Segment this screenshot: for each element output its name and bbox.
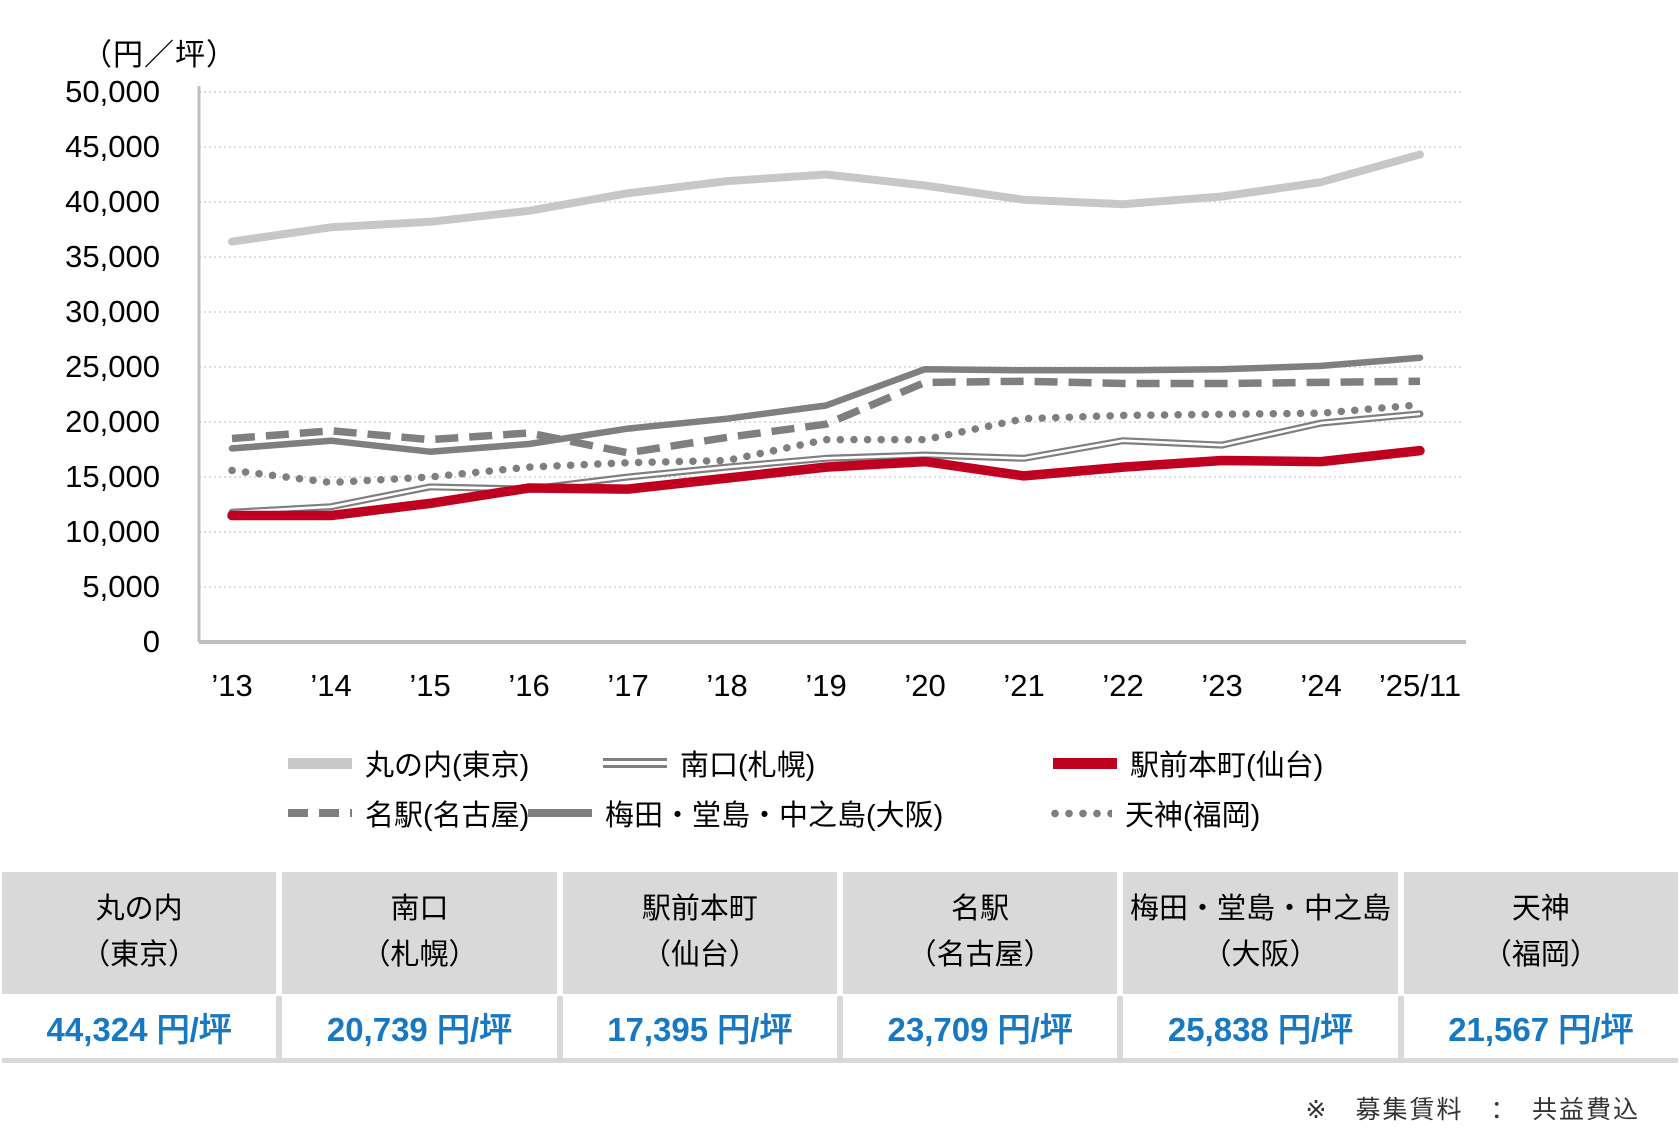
svg-text:’24: ’24 <box>1300 668 1341 703</box>
rent-summary-table: 丸の内 （東京） 南口 （札幌） 駅前本町 （仙台） 名駅 （名古屋） 梅田・堂島・中之島 （大阪… <box>2 872 1678 1063</box>
svg-text:’14: ’14 <box>310 668 351 703</box>
district-name: 南口 <box>390 893 449 926</box>
table-value-cell-5: 21,567 円/坪 <box>1403 996 1678 1058</box>
series-line-3 <box>231 377 1421 457</box>
legend-swatch-solid-thick <box>288 757 352 769</box>
svg-text:’13: ’13 <box>211 668 252 703</box>
district-name: 名駅 <box>951 893 1010 926</box>
district-name: 丸の内 <box>95 893 183 926</box>
rent-value: 23,709 円/坪 <box>887 1011 1073 1048</box>
legend-label: 梅田・堂島・中之島(大阪) <box>605 800 944 832</box>
table-header-cell-3: 名駅 （名古屋） <box>843 872 1118 994</box>
svg-text:5,000: 5,000 <box>82 569 160 604</box>
legend-swatch-solid-red <box>1053 757 1117 769</box>
rent-value: 17,395 円/坪 <box>607 1011 793 1048</box>
svg-text:’18: ’18 <box>706 668 747 703</box>
series-line-2 <box>227 445 1425 521</box>
city-name: （大阪） <box>1202 939 1319 971</box>
city-name: （名古屋） <box>907 939 1053 971</box>
rent-value: 21,567 円/坪 <box>1448 1011 1634 1048</box>
chart-legend: 丸の内(東京) 南口(札幌) 駅前本町(仙台) 名駅(名古屋) 梅田・堂島・中之島(大阪… <box>0 734 1680 846</box>
svg-text:’23: ’23 <box>1201 668 1242 703</box>
svg-text:45,000: 45,000 <box>65 129 160 164</box>
table-value-cell-4: 25,838 円/坪 <box>1123 996 1398 1058</box>
city-name: （札幌） <box>361 939 478 971</box>
svg-text:25,000: 25,000 <box>65 349 160 384</box>
series-line-1 <box>228 410 1424 516</box>
city-name: （仙台） <box>641 939 758 971</box>
y-axis-unit-label: （円／坪） <box>82 39 237 72</box>
legend-swatch-dotted <box>1048 808 1112 818</box>
svg-text:’19: ’19 <box>805 668 846 703</box>
svg-text:’22: ’22 <box>1102 668 1143 703</box>
svg-text:10,000: 10,000 <box>65 514 160 549</box>
table-header-cell-5: 天神 （福岡） <box>1403 872 1678 994</box>
rent-value: 25,838 円/坪 <box>1167 1011 1354 1048</box>
svg-text:35,000: 35,000 <box>65 239 160 274</box>
legend-label: 駅前本町(仙台) <box>1130 750 1324 782</box>
rent-value: 20,739 円/坪 <box>326 1011 513 1048</box>
series-line-5 <box>228 401 1424 487</box>
svg-text:’16: ’16 <box>508 668 549 703</box>
legend-swatch-solid <box>528 809 592 817</box>
svg-text:’21: ’21 <box>1003 668 1044 703</box>
table-value-row: 44,324 円/坪 20,739 円/坪 17,395 円/坪 23,709 円/坪… <box>2 996 1678 1063</box>
legend-label: 名駅(名古屋) <box>365 800 530 832</box>
svg-text:50,000: 50,000 <box>65 74 160 109</box>
y-axis-tick-labels: 0 5,000 10,000 15,000 20,000 25,000 30,000 35,0… <box>65 74 160 659</box>
footnote: ※ 募集賃料 ： 共益費込 <box>1305 1096 1640 1124</box>
legend-swatch-double <box>603 758 667 768</box>
table-value-cell-2: 17,395 円/坪 <box>562 996 837 1058</box>
district-name: 駅前本町 <box>641 893 758 926</box>
svg-text:’15: ’15 <box>409 668 450 703</box>
table-header-cell-1: 南口 （札幌） <box>282 872 557 994</box>
table-value-cell-3: 23,709 円/坪 <box>843 996 1118 1058</box>
series-line-4 <box>228 354 1424 455</box>
table-header-cell-0: 丸の内 （東京） <box>2 872 277 994</box>
table-value-cell-1: 20,739 円/坪 <box>282 996 557 1058</box>
svg-text:30,000: 30,000 <box>65 294 160 329</box>
city-name: （福岡） <box>1482 939 1599 971</box>
legend-label: 天神(福岡) <box>1125 800 1261 832</box>
legend-item-4: 梅田・堂島・中之島(大阪) <box>528 794 943 832</box>
x-axis-tick-labels: ’13 ’14 ’15 ’16 ’17 ’18 ’19 ’20 ’21 ’22 ’23 ’24 ’25/… <box>211 668 1461 703</box>
legend-swatch-dashed <box>288 809 352 817</box>
svg-text:’20: ’20 <box>904 668 945 703</box>
city-name: （東京） <box>81 939 198 971</box>
table-header-cell-4: 梅田・堂島・中之島 （大阪） <box>1123 872 1398 994</box>
table-value-cell-0: 44,324 円/坪 <box>2 996 277 1058</box>
series-line-0 <box>228 150 1424 246</box>
svg-text:40,000: 40,000 <box>65 184 160 219</box>
rent-value: 44,324 円/坪 <box>46 1011 232 1048</box>
table-header-row: 丸の内 （東京） 南口 （札幌） 駅前本町 （仙台） 名駅 （名古屋） 梅田・堂島・中之島 （大阪… <box>2 872 1678 994</box>
svg-text:’17: ’17 <box>607 668 648 703</box>
legend-item-3: 名駅(名古屋) <box>288 794 529 832</box>
svg-text:0: 0 <box>143 624 160 659</box>
line-chart-canvas: 0 5,000 10,000 15,000 20,000 25,000 30,000 35,0… <box>65 74 1466 703</box>
legend-item-1: 南口(札幌) <box>603 744 815 782</box>
legend-item-5: 天神(福岡) <box>1048 794 1260 832</box>
legend-item-2: 駅前本町(仙台) <box>1053 744 1323 782</box>
svg-text:15,000: 15,000 <box>65 459 160 494</box>
svg-text:’25/11: ’25/11 <box>1379 668 1461 703</box>
legend-label: 丸の内(東京) <box>365 750 530 782</box>
legend-item-0: 丸の内(東京) <box>288 744 529 782</box>
table-header-cell-2: 駅前本町 （仙台） <box>562 872 837 994</box>
axis-lines <box>197 86 1466 644</box>
legend-label: 南口(札幌) <box>680 750 816 782</box>
svg-text:20,000: 20,000 <box>65 404 160 439</box>
district-name: 天神 <box>1511 893 1570 926</box>
district-name: 梅田・堂島・中之島 <box>1129 893 1391 926</box>
